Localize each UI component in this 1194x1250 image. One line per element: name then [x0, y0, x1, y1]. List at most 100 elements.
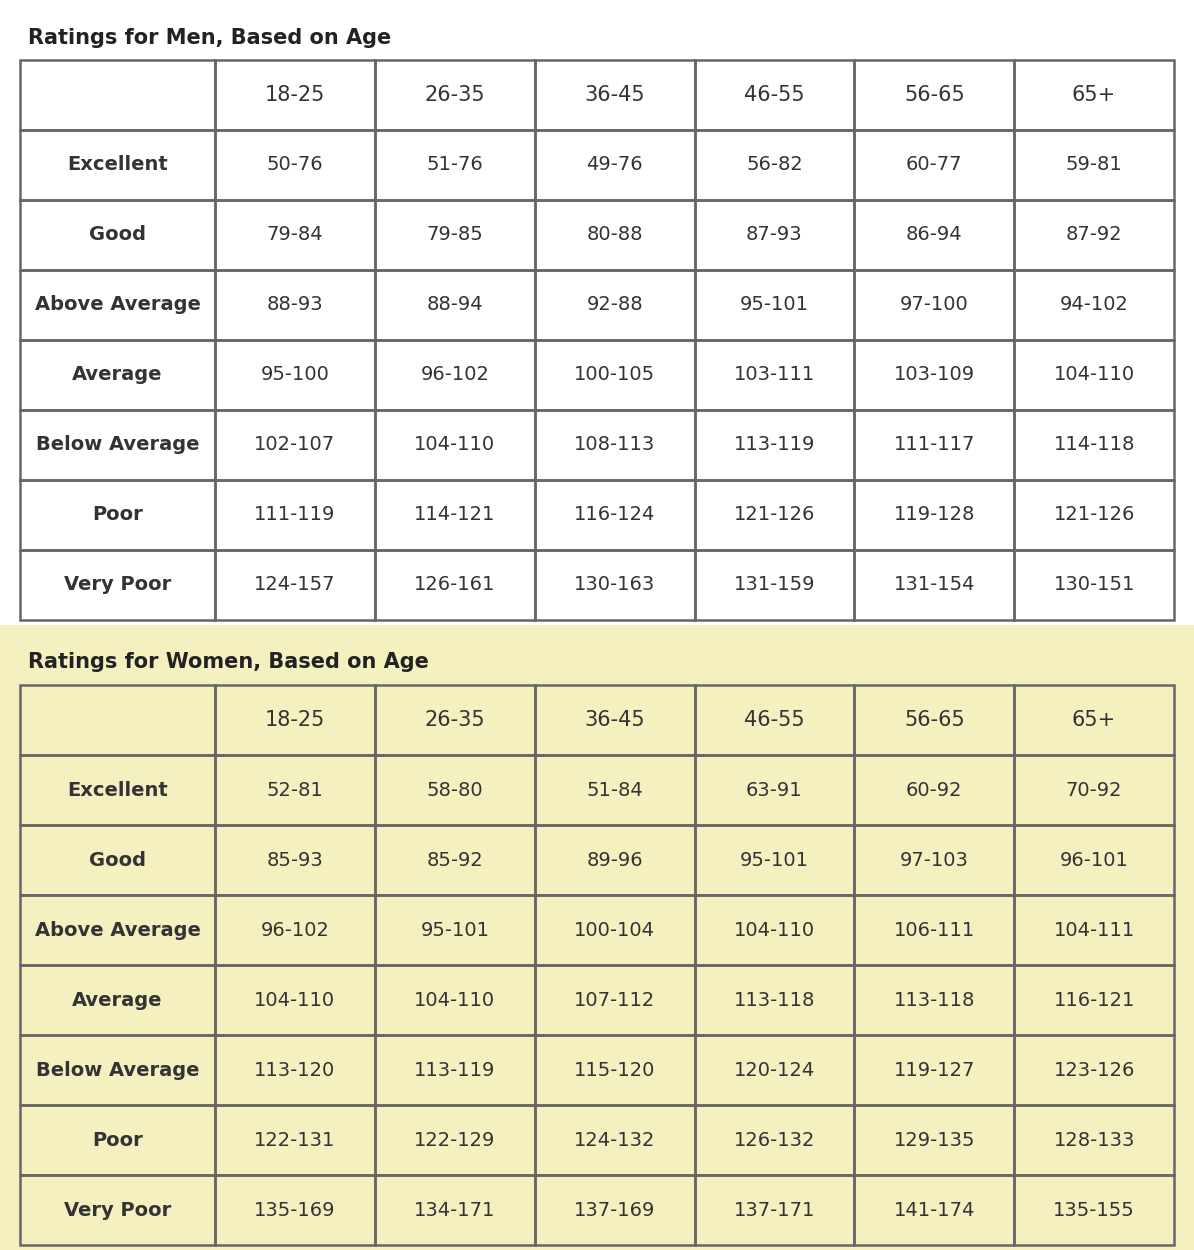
Text: 114-118: 114-118: [1053, 435, 1134, 455]
Bar: [855, 1105, 1014, 1175]
Bar: [375, 60, 535, 130]
Bar: [375, 685, 535, 755]
Text: 116-124: 116-124: [574, 505, 656, 525]
Text: 95-100: 95-100: [260, 365, 330, 385]
Text: 18-25: 18-25: [265, 710, 325, 730]
Text: 86-94: 86-94: [906, 225, 962, 245]
Bar: [1014, 270, 1174, 340]
Text: 126-161: 126-161: [414, 575, 496, 595]
Bar: [20, 965, 215, 1035]
Bar: [375, 550, 535, 620]
Bar: [855, 60, 1014, 130]
Bar: [215, 755, 375, 825]
Text: 87-93: 87-93: [746, 225, 802, 245]
Bar: [375, 340, 535, 410]
Bar: [535, 270, 695, 340]
Bar: [695, 1035, 855, 1105]
Bar: [695, 410, 855, 480]
Bar: [375, 200, 535, 270]
Text: Good: Good: [90, 850, 146, 870]
Text: 104-110: 104-110: [414, 435, 496, 455]
Text: 87-92: 87-92: [1066, 225, 1122, 245]
Bar: [1014, 130, 1174, 200]
Text: Very Poor: Very Poor: [63, 1200, 171, 1220]
Text: 119-128: 119-128: [893, 505, 975, 525]
Bar: [535, 965, 695, 1035]
Text: 119-127: 119-127: [893, 1060, 975, 1080]
Bar: [1014, 1035, 1174, 1105]
Bar: [535, 755, 695, 825]
Text: 59-81: 59-81: [1066, 155, 1122, 175]
Text: 51-76: 51-76: [426, 155, 484, 175]
Text: 58-80: 58-80: [426, 780, 484, 800]
Bar: [1014, 825, 1174, 895]
Bar: [535, 200, 695, 270]
Bar: [375, 270, 535, 340]
Bar: [695, 200, 855, 270]
Bar: [375, 825, 535, 895]
Bar: [855, 340, 1014, 410]
Bar: [215, 825, 375, 895]
Text: 36-45: 36-45: [584, 710, 645, 730]
Text: 137-169: 137-169: [574, 1200, 656, 1220]
Bar: [695, 480, 855, 550]
Text: Excellent: Excellent: [67, 155, 168, 175]
Bar: [1014, 550, 1174, 620]
Text: 104-111: 104-111: [1053, 920, 1134, 940]
Text: 95-101: 95-101: [740, 295, 808, 315]
Text: 56-82: 56-82: [746, 155, 802, 175]
Text: 137-171: 137-171: [734, 1200, 816, 1220]
Text: 103-111: 103-111: [734, 365, 816, 385]
Bar: [535, 340, 695, 410]
Bar: [375, 1175, 535, 1245]
Bar: [20, 480, 215, 550]
Text: 120-124: 120-124: [734, 1060, 816, 1080]
Bar: [535, 1175, 695, 1245]
Bar: [20, 825, 215, 895]
Text: 65+: 65+: [1072, 710, 1116, 730]
Bar: [20, 1175, 215, 1245]
Text: 126-132: 126-132: [734, 1130, 816, 1150]
Text: Good: Good: [90, 225, 146, 245]
Text: 114-121: 114-121: [414, 505, 496, 525]
Text: 63-91: 63-91: [746, 780, 802, 800]
Text: 95-101: 95-101: [420, 920, 490, 940]
Text: Ratings for Women, Based on Age: Ratings for Women, Based on Age: [27, 652, 429, 672]
Text: 113-120: 113-120: [254, 1060, 336, 1080]
Text: Excellent: Excellent: [67, 780, 168, 800]
Bar: [535, 895, 695, 965]
Text: 92-88: 92-88: [586, 295, 642, 315]
Text: 104-110: 104-110: [734, 920, 816, 940]
Bar: [1014, 340, 1174, 410]
Text: 121-126: 121-126: [734, 505, 816, 525]
Bar: [215, 270, 375, 340]
Bar: [695, 825, 855, 895]
Bar: [20, 1035, 215, 1105]
Bar: [695, 60, 855, 130]
Bar: [695, 755, 855, 825]
Text: Very Poor: Very Poor: [63, 575, 171, 595]
Text: 51-84: 51-84: [586, 780, 642, 800]
Text: 88-94: 88-94: [426, 295, 484, 315]
Bar: [375, 895, 535, 965]
Bar: [375, 410, 535, 480]
Text: 107-112: 107-112: [574, 990, 656, 1010]
Bar: [375, 1035, 535, 1105]
Bar: [1014, 685, 1174, 755]
Text: 104-110: 104-110: [1053, 365, 1134, 385]
Text: 129-135: 129-135: [893, 1130, 975, 1150]
Text: 108-113: 108-113: [574, 435, 656, 455]
Bar: [215, 340, 375, 410]
Text: 130-163: 130-163: [574, 575, 656, 595]
Bar: [375, 130, 535, 200]
Bar: [215, 480, 375, 550]
Text: 60-92: 60-92: [906, 780, 962, 800]
Text: Average: Average: [73, 990, 162, 1010]
Bar: [1014, 410, 1174, 480]
Text: 121-126: 121-126: [1053, 505, 1134, 525]
Bar: [20, 60, 215, 130]
Bar: [695, 685, 855, 755]
Bar: [695, 550, 855, 620]
Text: 123-126: 123-126: [1053, 1060, 1134, 1080]
Text: 131-159: 131-159: [733, 575, 816, 595]
